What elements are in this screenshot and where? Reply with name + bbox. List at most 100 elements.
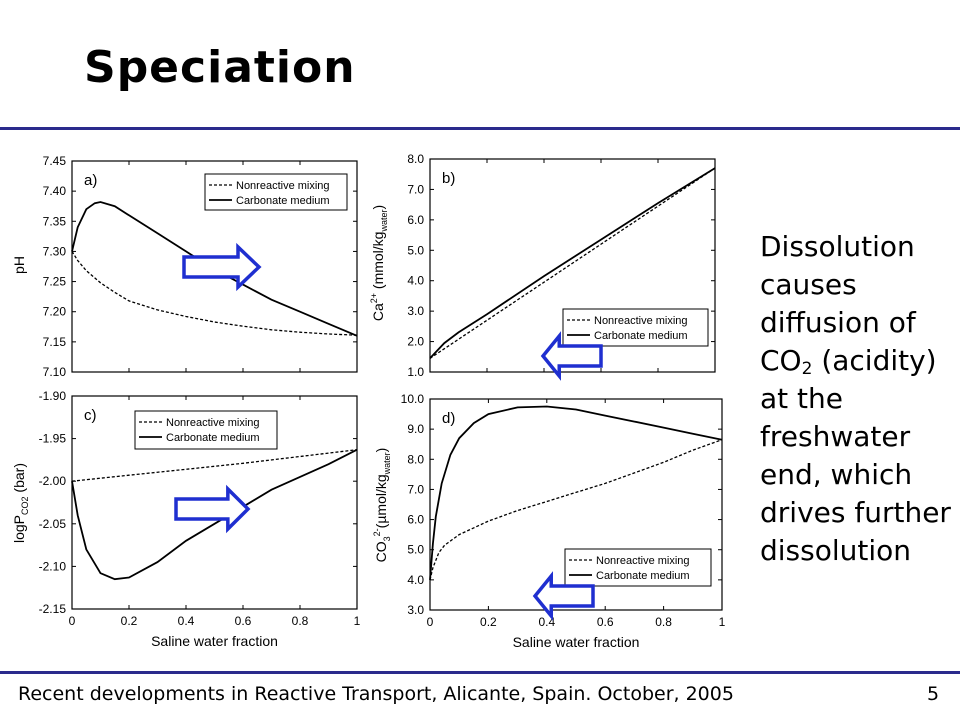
panel-c-xlabel: Saline water fraction [151,633,278,649]
panel-a-ylabel: pH [11,256,27,274]
panel-c-ylabel-part: (bar) [11,463,27,496]
panel-b-legend-label: Nonreactive mixing [594,315,688,327]
panel-d-ylabel-part: CO [373,541,389,562]
panel-d-series-carbonate [429,405,723,580]
footer-rule [0,671,960,674]
panel-c-series-carbonate [71,448,358,581]
panel-d-legend-label: Carbonate medium [596,570,690,582]
panel-b-series-carbonate [429,167,716,359]
panel-c-xtick-label: 0.4 [178,614,195,628]
panel-a-ytick-label: 7.20 [43,305,67,319]
panel-b-ytick-label: 3.0 [407,304,424,318]
panel-d-ytick-label: 9.0 [407,422,424,436]
panel-d-ylabel: CO32-(µmol/kgwater) [372,448,392,563]
panel-d-ytick-label: 5.0 [407,543,424,557]
panel-a-ytick-label: 7.35 [43,214,67,228]
panel-b-label: b) [442,170,455,187]
panel-d-ylabel-part: water [382,452,392,475]
panel-d-ytick-label: 7.0 [407,482,424,496]
panel-b-legend-label: Carbonate medium [594,330,688,342]
panel-d-ylabel-part: ) [373,448,389,453]
panel-d-ytick-label: 10.0 [401,392,425,406]
panel-b-ylabel-part: ) [370,205,386,210]
panel-c-legend-label: Nonreactive mixing [166,417,260,429]
panel-c-xtick-label: 0.2 [121,614,138,628]
panel-b-ytick-label: 6.0 [407,213,424,227]
panel-d-label: d) [442,410,455,427]
panel-a-legend-box [204,173,348,211]
panel-d-ylabel-part: 3 [382,536,392,541]
panel-c-ytick-label: -2.05 [39,517,67,531]
panel-b-ylabel-part: (mmol/kg [370,232,386,293]
header-rule [0,127,960,130]
panel-b-ytick-label: 2.0 [407,335,424,349]
panel-c-ytick-label: -2.00 [39,474,67,488]
panel-c-ylabel-part: logP [11,515,27,543]
callout-arrow-right-1 [182,242,262,292]
panel-a-ytick-label: 7.25 [43,275,67,289]
panel-d-xtick-label: 0 [427,615,434,629]
panel-b-ytick-label: 4.0 [407,274,424,288]
panel-c-ylabel: logPCO2 (bar) [11,463,30,543]
panel-d-ylabel-part: (µmol/kg [373,474,389,528]
panel-b-ytick-label: 8.0 [407,152,424,166]
panel-a-legend-label: Nonreactive mixing [236,180,330,192]
explanation-text-part1: Dissolution causes diffusion of CO [760,230,916,377]
panel-d-xtick-label: 1 [719,615,726,629]
panel-b-ylabel: Ca2+ (mmol/kgwater) [369,205,389,321]
panel-a-ylabel-part: pH [11,256,27,274]
panel-c-series-nonreactive [71,449,358,482]
panel-c-ylabel-part: CO2 [20,496,30,515]
panel-c-ytick-label: -2.15 [39,602,67,616]
panel-a-label: a) [84,172,97,189]
panel-a-series-nonreactive [71,251,358,336]
panel-d-series-nonreactive [429,439,723,581]
panel-d-legend-label: Nonreactive mixing [596,555,690,567]
panel-d-ylabel-part: 2- [372,528,382,536]
panel-c-legend-label: Carbonate medium [166,432,260,444]
callout-arrow-right-3 [174,484,251,534]
callout-arrow-left-2 [540,331,603,381]
panel-d-ytick-label: 6.0 [407,513,424,527]
panel-b-ylabel-part: water [379,210,389,233]
explanation-subscript: 2 [801,359,813,379]
panel-d-ytick-label: 4.0 [407,573,424,587]
panel-b-ylabel-part: Ca [370,303,386,321]
panel-a-ytick-label: 7.15 [43,335,67,349]
panel-d-ytick-label: 8.0 [407,452,424,466]
panel-b-ylabel-part: 2+ [369,293,379,303]
panel-d-xtick-label: 0.6 [597,615,614,629]
panel-c-ytick-label: -2.10 [39,559,67,573]
page-number: 5 [927,683,940,705]
panel-a-ytick-label: 7.45 [43,154,67,168]
panel-d-ytick-label: 3.0 [407,603,424,617]
panel-c-ytick-label: -1.95 [39,432,67,446]
explanation-text: Dissolution causes diffusion of CO2 (aci… [760,228,955,570]
panel-d-xtick-label: 0.8 [655,615,672,629]
panel-b-series-nonreactive [429,167,716,359]
panel-d-xtick-label: 0.2 [480,615,497,629]
panel-c-xtick-label: 0 [69,614,76,628]
panel-b-ytick-label: 1.0 [407,365,424,379]
panel-a-series-carbonate [71,201,358,337]
panel-a-legend-label: Carbonate medium [236,195,330,207]
panel-c-xtick-label: 0.6 [235,614,252,628]
callout-arrow-left-4 [532,571,595,621]
panel-c-xtick-label: 0.8 [292,614,309,628]
panel-b-ytick-label: 5.0 [407,243,424,257]
panel-b-ytick-label: 7.0 [407,182,424,196]
panel-c-label: c) [84,407,97,424]
panel-a-ytick-label: 7.30 [43,244,67,258]
panel-d-xlabel: Saline water fraction [513,634,640,650]
panel-b-legend-box [562,308,709,347]
panel-c-xtick-label: 1 [354,614,361,628]
panel-a-ytick-label: 7.40 [43,184,67,198]
footer-text: Recent developments in Reactive Transpor… [18,683,734,705]
panel-a-ytick-label: 7.10 [43,365,67,379]
slide-title: Speciation [84,42,356,93]
explanation-text-part2: (acidity) at the freshwater end, which d… [760,344,951,567]
panel-d-legend-box [564,548,712,587]
panel-c-ytick-label: -1.90 [39,389,67,403]
panel-c-legend-box [134,410,278,450]
